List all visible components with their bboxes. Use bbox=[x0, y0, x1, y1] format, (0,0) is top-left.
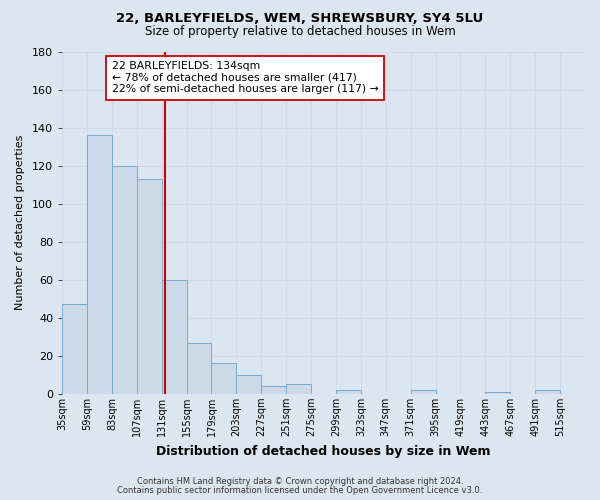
Bar bbox=[187, 342, 211, 394]
Y-axis label: Number of detached properties: Number of detached properties bbox=[15, 135, 25, 310]
Bar bbox=[236, 375, 261, 394]
Bar bbox=[211, 364, 236, 394]
Bar bbox=[261, 386, 286, 394]
Bar bbox=[336, 390, 361, 394]
Text: 22, BARLEYFIELDS, WEM, SHREWSBURY, SY4 5LU: 22, BARLEYFIELDS, WEM, SHREWSBURY, SY4 5… bbox=[116, 12, 484, 26]
Bar bbox=[286, 384, 311, 394]
Bar bbox=[535, 390, 560, 394]
Text: Contains public sector information licensed under the Open Government Licence v3: Contains public sector information licen… bbox=[118, 486, 482, 495]
Bar bbox=[410, 390, 436, 394]
Bar bbox=[485, 392, 510, 394]
Text: 22 BARLEYFIELDS: 134sqm
← 78% of detached houses are smaller (417)
22% of semi-d: 22 BARLEYFIELDS: 134sqm ← 78% of detache… bbox=[112, 61, 379, 94]
X-axis label: Distribution of detached houses by size in Wem: Distribution of detached houses by size … bbox=[156, 444, 491, 458]
Bar bbox=[112, 166, 137, 394]
Bar bbox=[161, 280, 187, 394]
Bar bbox=[137, 179, 161, 394]
Bar bbox=[62, 304, 87, 394]
Text: Contains HM Land Registry data © Crown copyright and database right 2024.: Contains HM Land Registry data © Crown c… bbox=[137, 477, 463, 486]
Bar bbox=[87, 135, 112, 394]
Text: Size of property relative to detached houses in Wem: Size of property relative to detached ho… bbox=[145, 25, 455, 38]
